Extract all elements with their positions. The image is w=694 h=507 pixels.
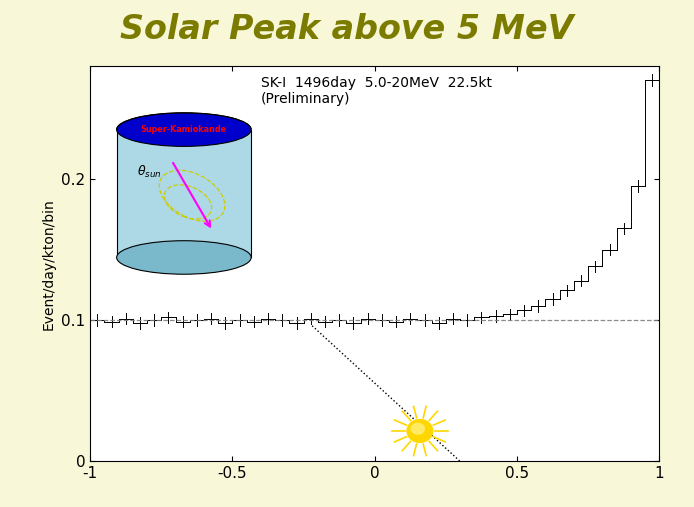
Text: Solar Peak above 5 MeV: Solar Peak above 5 MeV (120, 13, 574, 46)
Y-axis label: Event/day/kton/bin: Event/day/kton/bin (42, 198, 56, 330)
Ellipse shape (117, 241, 251, 274)
Ellipse shape (411, 423, 425, 435)
Ellipse shape (406, 419, 433, 443)
Text: $\theta_{sun}$: $\theta_{sun}$ (137, 164, 162, 180)
Text: SK-I  1496day  5.0-20MeV  22.5kt
(Preliminary): SK-I 1496day 5.0-20MeV 22.5kt (Prelimina… (261, 76, 492, 106)
Polygon shape (117, 130, 251, 258)
Ellipse shape (117, 113, 251, 147)
Text: Super-Kamiokande: Super-Kamiokande (141, 125, 227, 134)
